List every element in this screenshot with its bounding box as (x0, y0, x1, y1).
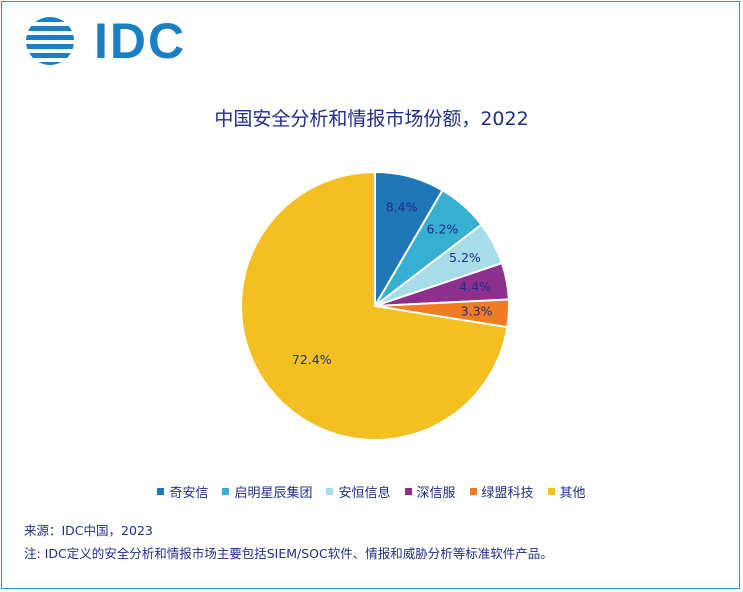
pie-slice-6 (240, 170, 509, 441)
legend-swatch (404, 488, 412, 495)
legend-label: 其他 (559, 486, 586, 501)
chart-title: 中国安全分析和情报市场份额，2022 (214, 108, 529, 130)
pie-data-label-5: 3.3% (461, 304, 493, 319)
legend-swatch (222, 488, 230, 495)
pie-data-label-6: 72.4% (292, 352, 332, 367)
legend-label: 绿盟科技 (481, 486, 534, 501)
idc-logo: IDC (24, 14, 194, 68)
legend-label: 安恒信息 (338, 486, 391, 501)
pie-chart: 8.4% 6.2% 5.2% 4.4% 3.3% 72.4% (240, 170, 510, 441)
logo-wordmark: IDC (94, 13, 187, 69)
pie-data-label-4: 4.4% (459, 279, 491, 294)
legend-swatch (326, 488, 334, 495)
source-note: 来源：IDC中国，2023 (24, 523, 153, 538)
pie-data-label-1: 8.4% (386, 200, 418, 215)
legend-item-1: 奇安信 (157, 482, 208, 501)
footnote: 注: IDC定义的安全分析和情报市场主要包括SIEM/SOC软件、情报和威胁分析… (24, 546, 553, 561)
globe-icon (26, 17, 74, 65)
legend-item-5: 绿盟科技 (469, 482, 534, 501)
legend-item-4: 深信服 (404, 482, 456, 501)
legend-item-3: 安恒信息 (326, 482, 391, 501)
legend-item-2: 启明星辰集团 (222, 482, 312, 501)
legend-swatch (469, 488, 477, 495)
legend-swatch (157, 488, 165, 495)
pie-data-label-3: 5.2% (449, 250, 481, 265)
chart-legend: 奇安信 启明星辰集团 安恒信息 深信服 绿盟科技 其他 (0, 482, 743, 501)
legend-label: 启明星辰集团 (234, 486, 313, 501)
legend-swatch (547, 488, 555, 495)
legend-label: 奇安信 (169, 486, 209, 501)
pie-data-label-2: 6.2% (427, 222, 459, 237)
legend-label: 深信服 (416, 486, 456, 501)
legend-item-6: 其他 (547, 482, 586, 501)
